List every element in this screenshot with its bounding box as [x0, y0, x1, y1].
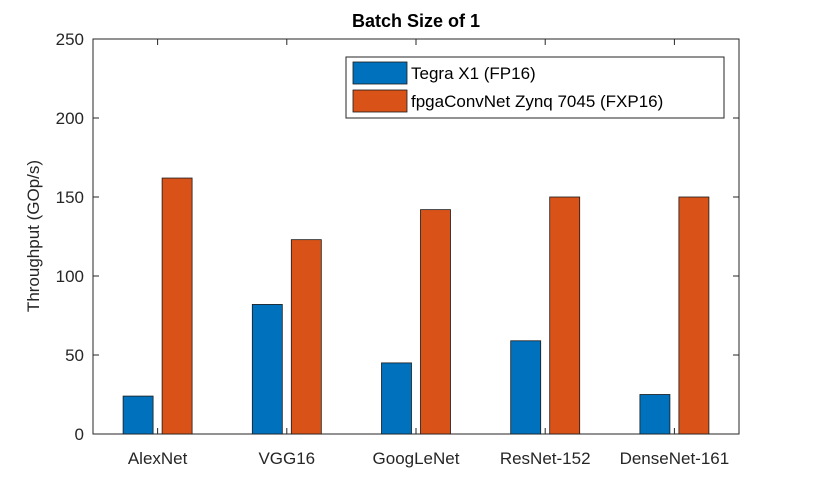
- y-tick-label: 100: [56, 267, 84, 286]
- chart-title: Batch Size of 1: [352, 11, 480, 31]
- plot-area: 0 50 100 150 200 250 AlexNet VGG16 GoogLeNet ResN…: [56, 30, 740, 468]
- bar: [639, 394, 671, 435]
- legend-swatch: [352, 61, 408, 85]
- bar: [251, 304, 283, 435]
- y-tick-label: 50: [65, 346, 84, 365]
- x-tick-label: VGG16: [258, 449, 315, 468]
- legend-entry-label: fpgaConvNet Zynq 7045 (FXP16): [411, 92, 663, 111]
- bar: [678, 196, 710, 435]
- bar: [290, 239, 322, 435]
- x-tick-label: DenseNet-161: [620, 449, 730, 468]
- y-tick-label: 250: [56, 30, 84, 49]
- legend-entry-label: Tegra X1 (FP16): [411, 64, 536, 83]
- y-tick-label: 150: [56, 188, 84, 207]
- bar: [381, 362, 412, 435]
- x-tick-label: GoogLeNet: [373, 449, 460, 468]
- y-tick-label: 200: [56, 109, 84, 128]
- legend-box: [345, 56, 725, 119]
- bar: [161, 177, 193, 435]
- x-tick-label: AlexNet: [128, 449, 188, 468]
- legend: Tegra X1 (FP16) fpgaConvNet Zynq 7045 (FX…: [345, 56, 725, 119]
- x-tick-label: ResNet-152: [500, 449, 591, 468]
- y-tick-label: 0: [75, 425, 84, 444]
- bar: [549, 196, 581, 435]
- bar: [122, 395, 154, 435]
- legend-swatch: [352, 89, 408, 113]
- y-axis-label: Throughput (GOp/s): [24, 160, 43, 312]
- bar: [420, 209, 451, 435]
- bar: [510, 340, 542, 435]
